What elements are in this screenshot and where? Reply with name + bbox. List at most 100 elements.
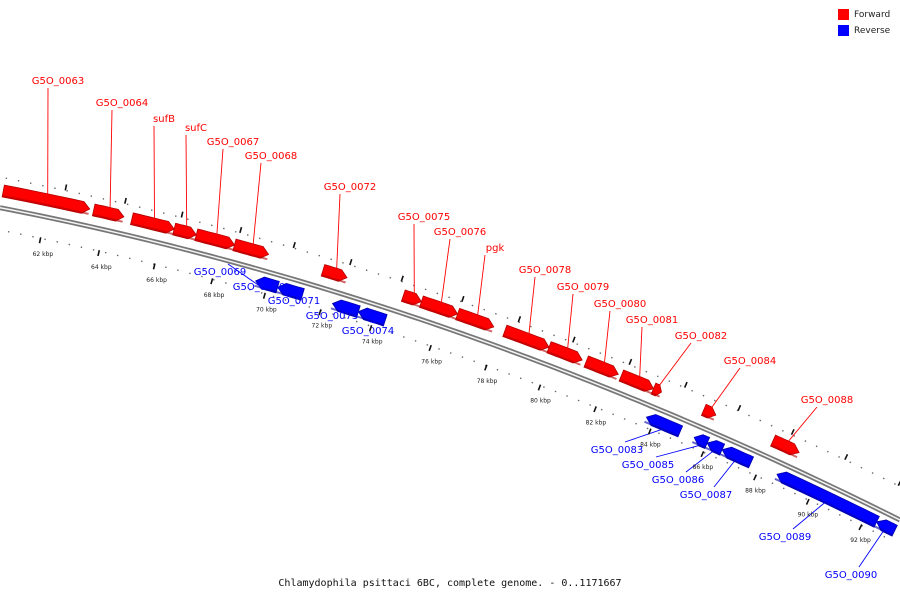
leader-g5o-0083 — [624, 429, 662, 443]
gene-g5o-0090 — [874, 519, 898, 537]
leader-g5o-0086 — [685, 451, 713, 473]
gene-label-g5o-0085: G5O_0085 — [622, 460, 674, 471]
genome-caption: Chlamydophila psittaci 6BC, complete gen… — [278, 578, 622, 589]
gene-label-g5o-0075: G5O_0075 — [398, 212, 450, 223]
gene-g5o-0080 — [583, 355, 619, 380]
scale-tick — [262, 292, 266, 299]
gene-label-g5o-0081: G5O_0081 — [626, 315, 678, 326]
scale-tick-label: 86 kbp — [693, 464, 714, 471]
gene-label-g5o-0079: G5O_0079 — [557, 282, 609, 293]
scale-tick — [318, 309, 322, 316]
gene-label-g5o-0084: G5O_0084 — [724, 356, 776, 367]
gene-label-g5o-0074: G5O_0074 — [342, 326, 394, 337]
gene-g5o-0063 — [1, 184, 91, 215]
gene-label-g5o-0067: G5O_0067 — [207, 137, 259, 148]
scale-tick-forward — [790, 428, 795, 436]
scale-tick-label: 82 kbp — [586, 419, 607, 426]
scale-tick-label: 70 kbp — [256, 306, 277, 313]
gene-label-g5o-0086: G5O_0086 — [652, 475, 704, 486]
leader-g5o-0082 — [659, 342, 692, 386]
leader-g5o-0064 — [109, 109, 113, 208]
leader-g5o-0071 — [288, 292, 303, 298]
gene-label-g5o-0076: G5O_0076 — [434, 227, 486, 238]
legend-label-forward: Forward — [854, 9, 891, 20]
leader-g5o-0081 — [639, 326, 643, 377]
gene-label-g5o-0082: G5O_0082 — [675, 331, 727, 342]
scale-tick-forward — [572, 336, 576, 343]
scale-tick — [647, 428, 652, 435]
scale-tick — [805, 498, 810, 505]
scale-tick-label: 78 kbp — [477, 378, 498, 385]
gene-g5o-0088 — [770, 434, 800, 459]
scale-tick — [537, 384, 542, 391]
leader-g5o-0090 — [858, 531, 884, 568]
scale-tick-label: 72 kbp — [312, 323, 333, 330]
gene-label-g5o-0069: G5O_0069 — [194, 267, 246, 278]
leader-g5o-0078 — [528, 276, 536, 334]
scale-tick — [858, 524, 863, 531]
scale-tick — [593, 406, 597, 413]
scale-tick-label: 88 kbp — [745, 487, 766, 494]
gene-label-g5o-0072: G5O_0072 — [324, 182, 376, 193]
gene-g5o-0086 — [704, 440, 726, 456]
gene-g5o-0067 — [194, 228, 236, 251]
scale-tick-forward — [628, 358, 633, 366]
leader-g5o-0084 — [711, 367, 741, 408]
leader-sufb — [153, 125, 155, 219]
genome-backbone — [0, 205, 900, 523]
scale-ticks: 62 kbp 64 kbp 66 kbp 68 kbp 70 kbp 72 kbp 74 k… — [33, 184, 900, 544]
scale-tick-forward — [844, 453, 849, 461]
gene-g5o-0064 — [91, 203, 125, 223]
gene-g5o-0072 — [320, 264, 348, 284]
gene-g5o-0084 — [700, 403, 717, 421]
scale-tick-forward — [461, 295, 465, 303]
leader-g5o-0088 — [788, 406, 818, 442]
scale-tick-forward — [239, 226, 243, 234]
gene-label-g5o-0089: G5O_0089 — [759, 532, 811, 543]
leader-g5o-0080 — [604, 310, 611, 363]
gene-g5o-0078 — [502, 324, 550, 353]
scale-tick — [700, 450, 705, 458]
scale-tick — [753, 474, 758, 481]
legend: Forward Reverse — [838, 7, 900, 39]
gene-g5o-0081 — [618, 369, 655, 395]
gene-label-g5o-0090: G5O_0090 — [825, 570, 877, 581]
scale-tick-label: 64 kbp — [91, 264, 112, 271]
leader-g5o-0089 — [792, 502, 825, 530]
gene-label-g5o-0064: G5O_0064 — [96, 98, 148, 109]
scale-tick-label: 74 kbp — [362, 339, 383, 346]
scale-tick — [368, 325, 373, 332]
gene-label-g5o-0073: G5O_0073 — [306, 311, 358, 322]
gene-sufc — [172, 222, 197, 241]
scale-tick-forward — [683, 381, 688, 388]
scale-tick-forward — [517, 316, 522, 323]
gene-sufb — [130, 212, 175, 235]
leader-g5o-0076 — [440, 238, 451, 303]
gene-label-g5o-0088: G5O_0088 — [801, 395, 853, 406]
scale-tick-forward — [180, 211, 184, 218]
scale-tick — [97, 250, 101, 257]
leader-g5o-0072 — [336, 193, 341, 269]
gene-label-g5o-0063: G5O_0063 — [32, 76, 84, 87]
leader-sufc — [185, 134, 188, 227]
scale-tick-forward — [737, 404, 742, 412]
leader-g5o-0070 — [266, 278, 289, 297]
leader-pgk — [477, 254, 486, 315]
scale-tick-label: 68 kbp — [204, 292, 225, 299]
leader-g5o-0085 — [655, 445, 699, 458]
backbone-inner — [0, 206, 900, 521]
gene-g5o-0079 — [546, 341, 583, 366]
scale-tick-forward — [64, 184, 68, 191]
scale-tick — [484, 364, 488, 371]
scale-tick-label: 66 kbp — [146, 277, 167, 284]
gene-label-g5o-0078: G5O_0078 — [519, 265, 571, 276]
scale-tick-label: 84 kbp — [640, 442, 661, 449]
scale-tick-label: 90 kbp — [798, 512, 819, 519]
scale-tick-label: 92 kbp — [850, 537, 871, 544]
leader-g5o-0079 — [567, 293, 574, 349]
reverse-swatch — [838, 25, 849, 36]
gene-g5o-0076 — [418, 295, 459, 320]
gene-label-g5o-0068: G5O_0068 — [245, 151, 297, 162]
scale-tick — [38, 237, 42, 244]
